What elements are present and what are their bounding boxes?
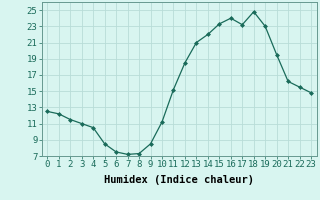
X-axis label: Humidex (Indice chaleur): Humidex (Indice chaleur) — [104, 175, 254, 185]
